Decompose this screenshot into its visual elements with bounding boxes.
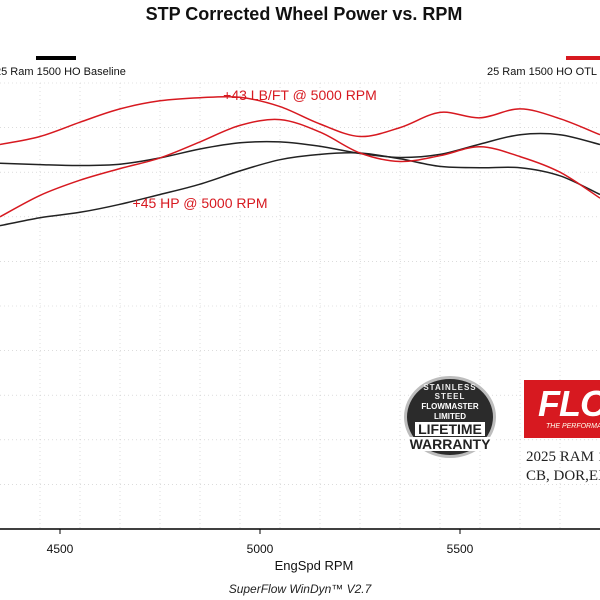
- lifetime-warranty-badge: STAINLESS STEEL FLOWMASTER LIMITED LIFET…: [404, 376, 496, 458]
- logo-tagline: THE PERFORMANCE AUTHORITY: [546, 423, 600, 430]
- logo-wordmark: FLOWMASTER: [538, 383, 600, 424]
- legend-label-baseline: 25 Ram 1500 HO Baseline: [0, 66, 126, 78]
- series-line-baseline-power: [0, 152, 600, 227]
- grid-lines: [0, 82, 600, 530]
- legend-label-otl: 25 Ram 1500 HO OTL: [487, 66, 597, 78]
- series-group: [0, 95, 600, 227]
- flowmaster-logo: FLOWMASTER THE PERFORMANCE AUTHORITY: [524, 380, 600, 438]
- chart-title: STP Corrected Wheel Power vs. RPM: [146, 4, 463, 24]
- series-line-otl-torque: [0, 95, 600, 146]
- series-line-otl-power: [0, 118, 600, 218]
- badge-limited-text: LIMITED: [434, 412, 466, 421]
- annotation-torque-gain: +43 LB/FT @ 5000 RPM: [223, 87, 377, 103]
- badge-warranty-text: WARRANTY: [406, 437, 494, 451]
- series-line-baseline-torque: [0, 132, 600, 167]
- vehicle-line-2: CB, DOR,EXH: [526, 468, 600, 484]
- annotation-group: +43 LB/FT @ 5000 RPM +45 HP @ 5000 RPM: [133, 87, 377, 211]
- x-tick-label: 5500: [447, 542, 474, 556]
- x-tick-group: 4500 5000 5500: [47, 529, 474, 556]
- x-axis-label: EngSpd RPM: [275, 558, 354, 573]
- badge-ring-text: STAINLESS STEEL: [423, 383, 477, 401]
- badge-brand-text: FLOWMASTER: [421, 402, 479, 411]
- vehicle-line-1: 2025 RAM 1500: [526, 449, 600, 465]
- x-tick-label: 5000: [247, 542, 274, 556]
- software-footer: SuperFlow WinDyn™ V2.7: [228, 582, 372, 596]
- vehicle-info: 2025 RAM 1500 CB, DOR,EXH: [526, 448, 600, 486]
- x-tick-label: 4500: [47, 542, 74, 556]
- annotation-power-gain: +45 HP @ 5000 RPM: [133, 195, 268, 211]
- badge-lifetime-text: LIFETIME: [415, 422, 485, 436]
